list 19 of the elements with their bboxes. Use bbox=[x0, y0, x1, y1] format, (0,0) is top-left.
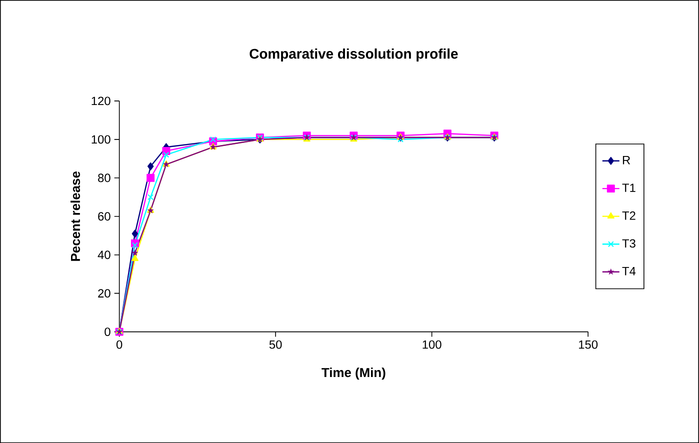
x-tick-label: 100 bbox=[422, 340, 442, 349]
y-tick-label: 20 bbox=[98, 289, 110, 298]
legend-label: T1 bbox=[622, 184, 636, 192]
y-axis-title: Pecent release bbox=[70, 171, 80, 261]
x-tick-label: 150 bbox=[579, 340, 598, 349]
x-axis-title: Time (Min) bbox=[322, 368, 386, 380]
legend-label: T4 bbox=[622, 266, 636, 276]
y-tick-label: 80 bbox=[98, 174, 110, 182]
legend-label: T2 bbox=[622, 211, 636, 220]
legend-label: T3 bbox=[622, 239, 636, 248]
y-tick-label: 40 bbox=[98, 250, 110, 260]
y-tick-label: 100 bbox=[92, 135, 110, 144]
y-tick-label: 120 bbox=[92, 96, 110, 106]
y-tick-label: 60 bbox=[98, 212, 110, 221]
x-tick-label: 50 bbox=[269, 340, 282, 349]
x-tick-label: 0 bbox=[116, 340, 122, 349]
y-tick-label: 0 bbox=[104, 328, 110, 336]
legend-label: R bbox=[622, 156, 630, 164]
chart-title: Comparative dissolution profile bbox=[250, 48, 458, 62]
